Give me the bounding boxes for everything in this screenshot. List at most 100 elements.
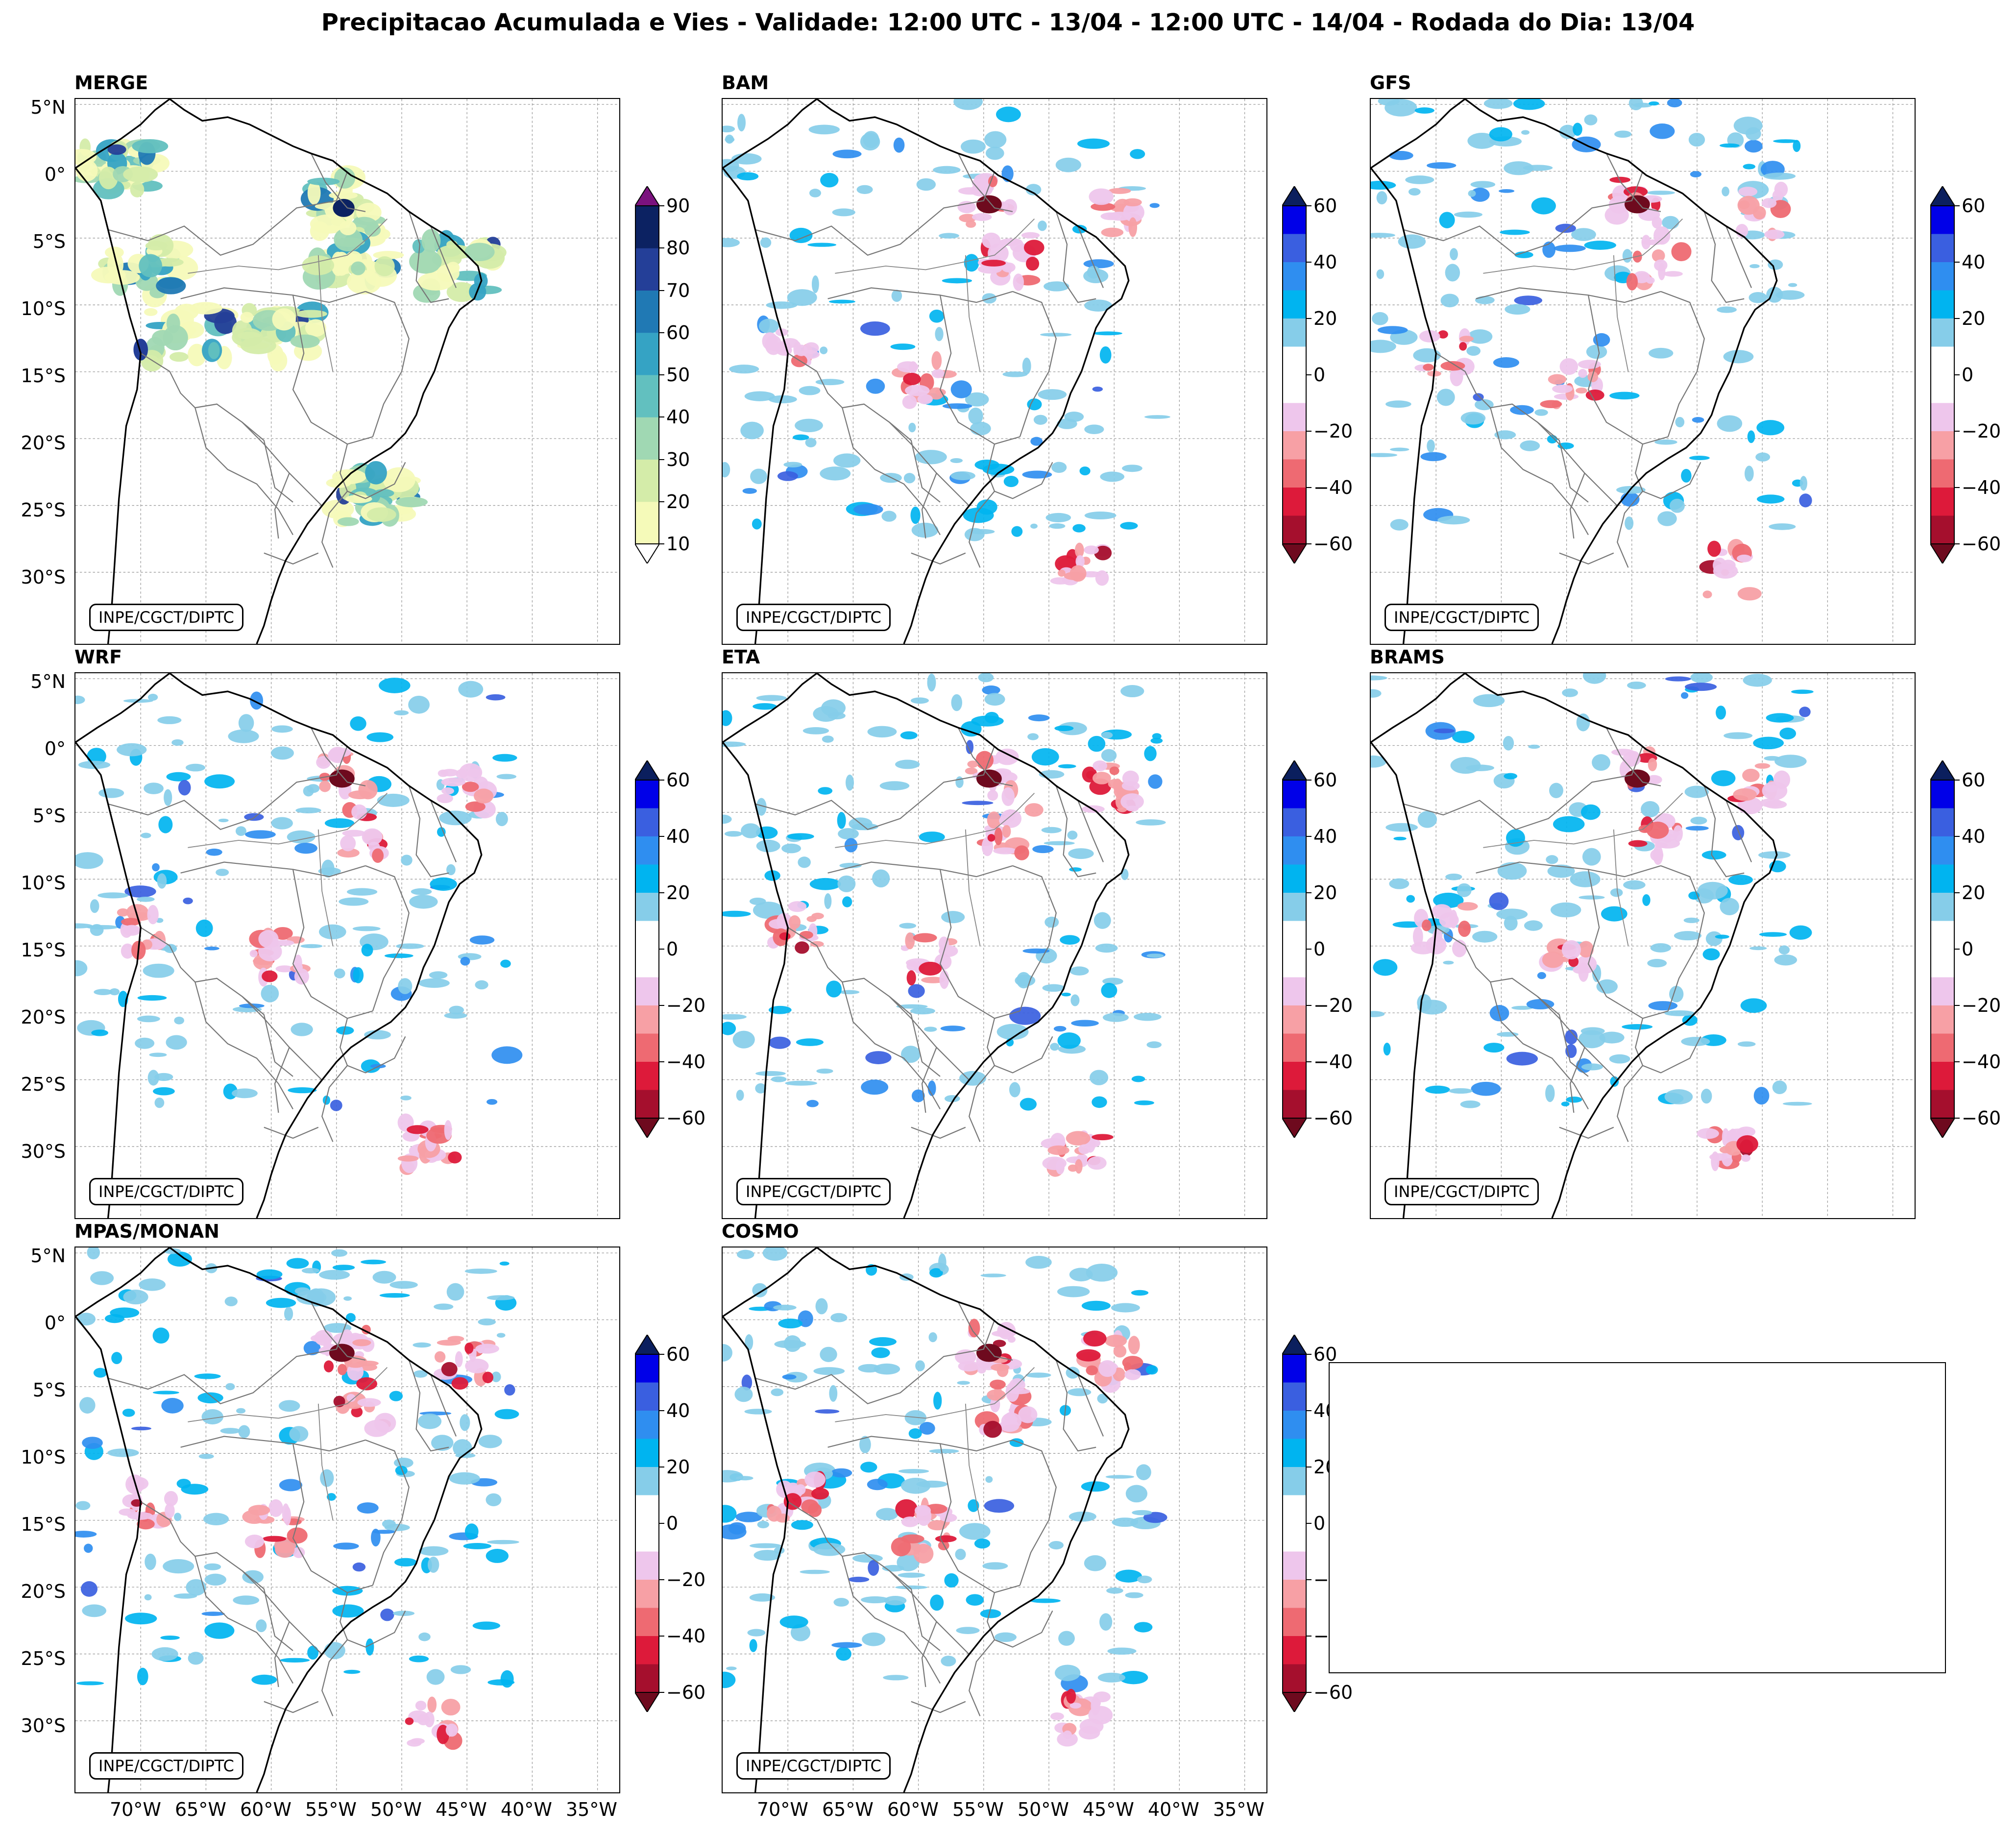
colorbar-tick-label: 40 bbox=[1962, 251, 1986, 273]
colorbar-tick-label: 30 bbox=[666, 448, 690, 470]
colorbar-tick-label: −40 bbox=[1962, 1051, 2001, 1073]
colorbar-tick-label: −60 bbox=[1313, 1107, 1353, 1129]
latitude-label: 5°S bbox=[32, 231, 66, 252]
colorbar-tick bbox=[659, 1579, 664, 1580]
colorbar-segment bbox=[635, 1580, 659, 1608]
coastline bbox=[1371, 673, 1778, 1218]
colorbar-frame bbox=[635, 205, 659, 544]
colorbar-tick bbox=[1955, 431, 1960, 432]
bias-colorbar bbox=[1929, 185, 1956, 564]
colorbar-segment bbox=[635, 1382, 659, 1411]
coastline bbox=[1371, 99, 1778, 644]
colorbar-tick-label: 60 bbox=[666, 769, 690, 791]
colorbar-frame bbox=[1930, 205, 1955, 544]
colorbar-tick bbox=[659, 836, 664, 837]
colorbar-segment bbox=[1282, 808, 1307, 837]
map-panel: INPE/CGCT/DIPTC bbox=[1370, 672, 1916, 1219]
colorbar-tick-label: 20 bbox=[666, 882, 690, 904]
colorbar-segment bbox=[1282, 488, 1307, 516]
colorbar-tick-label: −60 bbox=[666, 1107, 706, 1129]
colorbar-segment bbox=[635, 836, 659, 865]
colorbar-segment bbox=[1930, 290, 1955, 319]
colorbar-segment bbox=[1282, 780, 1307, 808]
colorbar-tick bbox=[659, 949, 664, 950]
latitude-label: 30°S bbox=[21, 566, 66, 588]
colorbar-tick-label: 10 bbox=[666, 533, 690, 555]
colorbar-segment bbox=[635, 1411, 659, 1439]
colorbar-segment bbox=[635, 248, 659, 291]
bias-colorbar bbox=[634, 759, 660, 1139]
colorbar-segment bbox=[635, 921, 659, 950]
colorbar-segment bbox=[1282, 1382, 1307, 1411]
latitude-label: 25°S bbox=[21, 1648, 66, 1669]
colorbar-extend-bottom bbox=[1281, 1118, 1308, 1139]
longitude-label: 40°W bbox=[1148, 1799, 1199, 1820]
colorbar-tick bbox=[659, 1118, 664, 1119]
figure-title: Precipitacao Acumulada e Vies - Validade… bbox=[321, 9, 1695, 36]
map-borders bbox=[755, 153, 1104, 568]
colorbar-segment bbox=[1282, 1636, 1307, 1664]
colorbar-tick bbox=[1955, 1061, 1960, 1062]
colorbar-tick bbox=[659, 543, 664, 544]
colorbar-segment bbox=[1282, 1411, 1307, 1439]
longitude-label: 55°W bbox=[305, 1799, 357, 1820]
colorbar-segment bbox=[1282, 375, 1307, 403]
map-geography bbox=[723, 673, 1266, 1218]
empty-panel bbox=[1329, 1362, 1946, 1673]
map-panel: INPE/CGCT/DIPTC bbox=[74, 672, 620, 1219]
colorbar-segment bbox=[1282, 1354, 1307, 1383]
colorbar-tick-label: −60 bbox=[1962, 1107, 2001, 1129]
colorbar-segment bbox=[1282, 515, 1307, 544]
data-field bbox=[723, 1247, 1167, 1747]
map-borders bbox=[108, 153, 457, 568]
latitude-label: 20°S bbox=[21, 432, 66, 454]
colorbar-segment bbox=[1282, 921, 1307, 950]
colorbar-segment bbox=[1282, 290, 1307, 319]
colorbar-segment bbox=[635, 808, 659, 837]
colorbar-tick-label: −20 bbox=[1962, 995, 2001, 1016]
panel-title: ETA bbox=[722, 646, 760, 668]
map-panel: INPE/CGCT/DIPTC bbox=[74, 1247, 620, 1793]
colorbar-tick-label: −20 bbox=[1313, 995, 1353, 1016]
colorbar-extend-top bbox=[1929, 185, 1956, 206]
colorbar-segment bbox=[1930, 1033, 1955, 1062]
colorbar-tick-label: 40 bbox=[666, 406, 690, 428]
colorbar-frame bbox=[1930, 780, 1955, 1119]
colorbar-tick-label: −40 bbox=[1313, 1051, 1353, 1073]
latitude-label: 25°S bbox=[21, 1074, 66, 1095]
colorbar-tick bbox=[1955, 487, 1960, 488]
latitude-label: 5°N bbox=[30, 97, 66, 118]
colorbar-segment bbox=[1930, 921, 1955, 950]
colorbar-tick-label: −40 bbox=[666, 1051, 706, 1073]
colorbar-tick-label: −40 bbox=[1313, 477, 1353, 498]
colorbar-tick bbox=[1307, 892, 1312, 893]
panel-title: BAM bbox=[722, 72, 769, 94]
colorbar-tick bbox=[1955, 1118, 1960, 1119]
data-field bbox=[723, 99, 1170, 586]
colorbar-tick-label: 20 bbox=[1962, 882, 1986, 904]
colorbar-tick-label: 60 bbox=[666, 1344, 690, 1365]
colorbar-segment bbox=[635, 864, 659, 893]
data-field bbox=[75, 678, 523, 1175]
colorbar-tick-label: 0 bbox=[1962, 364, 1974, 386]
colorbar-segment bbox=[1282, 1439, 1307, 1467]
colorbar-segment bbox=[1930, 893, 1955, 921]
colorbar-tick bbox=[659, 416, 664, 418]
credit-label: INPE/CGCT/DIPTC bbox=[89, 1178, 243, 1205]
latitude-label: 20°S bbox=[21, 1581, 66, 1602]
colorbar-segment bbox=[1930, 808, 1955, 837]
andes-border bbox=[75, 1316, 142, 1792]
colorbar-segment bbox=[1282, 346, 1307, 375]
colorbar-segment bbox=[1930, 949, 1955, 978]
colorbar-tick-label: 20 bbox=[1313, 308, 1337, 329]
map-borders bbox=[755, 727, 1104, 1142]
colorbar-tick bbox=[659, 780, 664, 781]
colorbar-tick bbox=[1955, 262, 1960, 263]
colorbar-tick bbox=[1307, 262, 1312, 263]
colorbar-tick bbox=[1307, 1523, 1312, 1524]
colorbar-segment bbox=[1282, 1608, 1307, 1637]
credit-label: INPE/CGCT/DIPTC bbox=[736, 1178, 891, 1205]
colorbar-segment bbox=[1282, 1467, 1307, 1495]
latitude-label: 25°S bbox=[21, 499, 66, 521]
coastline bbox=[723, 1247, 1130, 1792]
